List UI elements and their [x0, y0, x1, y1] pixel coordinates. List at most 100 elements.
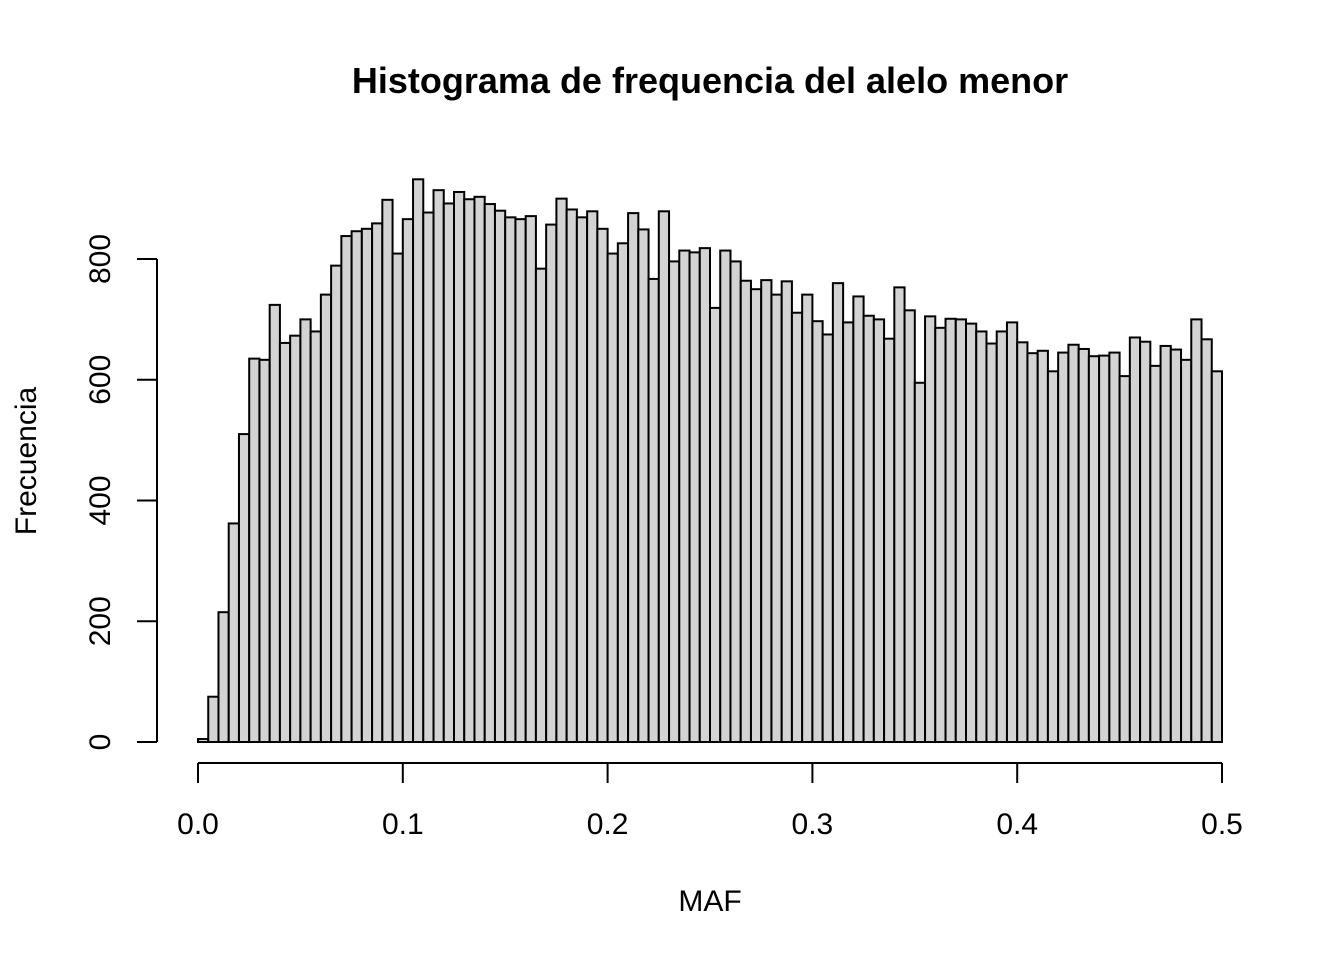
- histogram-bar: [1067, 343, 1080, 743]
- histogram-bar: [309, 330, 322, 743]
- histogram-bar: [831, 282, 845, 743]
- histogram-bar: [821, 333, 834, 743]
- histogram-bar: [739, 279, 752, 743]
- histogram-bar: [483, 203, 496, 743]
- histogram-bar: [1118, 375, 1131, 743]
- histogram-bar: [248, 357, 261, 743]
- histogram-bar: [217, 611, 230, 743]
- x-axis-label: MAF: [678, 885, 741, 918]
- x-tick-label: 0.2: [587, 808, 629, 841]
- histogram-bar: [719, 249, 732, 744]
- histogram-bar: [1087, 355, 1101, 743]
- histogram-bar: [422, 211, 435, 743]
- histogram-bar: [893, 286, 906, 743]
- histogram-bar: [473, 195, 486, 743]
- histogram-bar: [913, 381, 927, 743]
- histogram-bar: [586, 210, 599, 744]
- histogram-bar: [493, 209, 507, 743]
- histogram-bar: [862, 314, 875, 743]
- histogram-bar: [1077, 347, 1090, 743]
- histogram-bar: [1046, 370, 1060, 743]
- histogram-bar: [381, 198, 394, 743]
- histogram-bar: [924, 315, 937, 743]
- histogram-bar: [883, 337, 896, 743]
- histogram-bar: [1016, 341, 1029, 743]
- histogram-bar: [985, 342, 998, 743]
- chart-title: Histograma de frequencia del alelo menor: [352, 60, 1068, 101]
- histogram-bar: [258, 358, 271, 743]
- histogram-bar: [801, 293, 814, 743]
- histogram-bar: [1190, 318, 1203, 744]
- histogram-bar: [391, 252, 404, 743]
- histogram-bar: [504, 216, 517, 743]
- histogram-bar: [514, 218, 527, 743]
- histogram-bar: [729, 260, 742, 743]
- histogram-bar: [565, 208, 578, 744]
- histogram-bar: [678, 249, 691, 744]
- histogram-bar: [770, 293, 783, 743]
- histogram-bar: [954, 318, 968, 744]
- histogram-bar: [872, 318, 886, 744]
- x-tick-label: 0.4: [996, 808, 1038, 841]
- histogram-bar: [903, 309, 916, 743]
- histogram-bar: [278, 341, 292, 743]
- y-axis: 0 200 400 600 800: [84, 234, 158, 751]
- y-tick-label: 800: [84, 234, 117, 284]
- histogram-bar: [688, 251, 701, 744]
- bars-group: [197, 178, 1224, 744]
- histogram-bar: [555, 197, 568, 744]
- histogram-bar: [453, 190, 466, 744]
- x-tick-label: 0.1: [382, 808, 424, 841]
- histogram-bar: [268, 303, 281, 743]
- histogram-bar: [668, 260, 681, 743]
- histogram-bar: [1139, 340, 1152, 743]
- histogram-bar: [709, 306, 722, 743]
- histogram-bar: [596, 227, 609, 743]
- histogram-bar: [350, 230, 363, 743]
- histogram-bar: [1159, 344, 1172, 743]
- x-tick-label: 0.3: [792, 808, 834, 841]
- x-tick-label: 0.5: [1201, 808, 1243, 841]
- histogram-bar: [330, 264, 343, 743]
- histogram-bar: [237, 433, 251, 743]
- histogram-bar: [637, 228, 650, 744]
- histogram-bar: [760, 279, 773, 743]
- histogram-bar: [412, 178, 425, 744]
- y-tick-label: 0: [84, 734, 117, 751]
- histogram-bar: [1108, 351, 1121, 743]
- histogram-bar: [197, 737, 210, 743]
- histogram-bar: [401, 218, 415, 743]
- histogram-bar: [1210, 370, 1224, 743]
- histogram-bar: [1128, 336, 1142, 743]
- histogram-bar: [442, 202, 456, 743]
- histogram-bar: [965, 322, 978, 743]
- histogram-bar: [319, 293, 333, 743]
- histogram-bar: [1149, 364, 1162, 743]
- histogram-bar: [606, 252, 619, 743]
- histogram-bar: [1200, 338, 1213, 743]
- histogram-bar: [647, 277, 660, 743]
- histogram-bar: [1098, 354, 1111, 743]
- histogram-bar: [575, 216, 589, 743]
- histogram-bar: [1169, 348, 1183, 743]
- histogram-bar: [432, 189, 445, 744]
- y-axis-label: Frecuencia: [10, 386, 43, 535]
- histogram-bar: [627, 212, 640, 743]
- histogram-bar: [657, 210, 671, 744]
- histogram-bar: [1036, 349, 1049, 743]
- histogram-bar: [944, 317, 957, 743]
- histogram-bar: [616, 242, 630, 744]
- histogram-bar: [360, 227, 374, 743]
- histogram-bar: [780, 280, 793, 743]
- y-tick-label: 400: [84, 475, 117, 525]
- histogram-bar: [463, 198, 476, 744]
- histogram-bar: [975, 330, 988, 743]
- histogram-bar: [545, 223, 558, 743]
- histogram-bar: [852, 295, 865, 743]
- histogram-bar: [534, 267, 548, 743]
- histogram-bar: [1057, 351, 1070, 743]
- histogram-bar: [842, 321, 855, 743]
- histogram-bar: [1026, 352, 1039, 743]
- histogram-bar: [749, 288, 763, 743]
